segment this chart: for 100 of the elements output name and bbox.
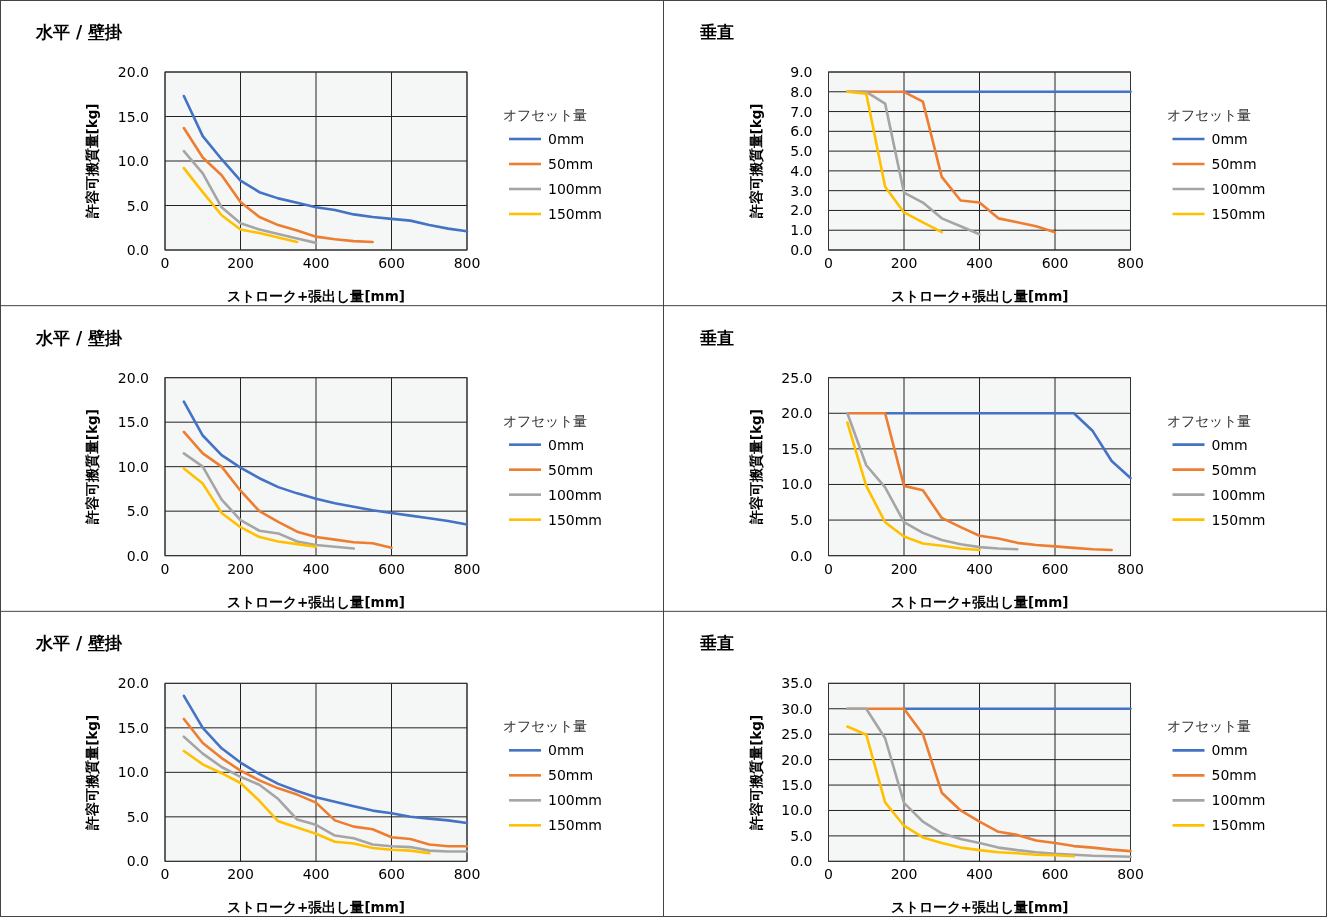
chart-title: 水平 / 壁掛 [35,633,124,654]
x-tick-label: 400 [302,560,330,577]
x-axis-title: ストローク+張出し量[mm] [227,288,405,304]
y-tick-label: 3.0 [790,182,813,199]
x-tick-label: 800 [453,560,481,577]
y-tick-label: 20.0 [117,369,149,386]
x-tick-label: 0 [160,560,170,577]
y-axis-title: 許容可搬質量[kg] [84,409,100,526]
y-tick-label: 9.0 [790,64,813,80]
legend-label: 0mm [1211,742,1248,759]
y-axis-title: 許容可搬質量[kg] [747,714,764,831]
y-tick-label: 10.0 [117,764,149,781]
legend-label: 100mm [548,181,602,197]
x-tick-label: 200 [890,255,918,271]
x-tick-label: 0 [160,866,170,883]
y-tick-label: 0.0 [126,853,149,870]
x-tick-label: 600 [1041,560,1069,577]
legend-title: オフセット量 [1166,718,1251,735]
x-tick-label: 0 [824,560,833,577]
legend-label: 0mm [1211,436,1248,453]
y-tick-label: 0.0 [790,853,813,870]
x-tick-label: 600 [1041,255,1069,271]
legend-label: 0mm [548,742,585,759]
x-tick-label: 800 [453,866,481,883]
chart-title: 垂直 [698,633,734,654]
chart-title: 水平 / 壁掛 [35,22,124,42]
y-tick-label: 10.0 [117,153,149,169]
y-tick-label: 15.0 [117,108,149,125]
legend-label: 150mm [1211,817,1266,834]
legend-title: オフセット量 [503,718,587,735]
x-tick-label: 800 [1117,255,1144,271]
y-axis-title: 許容可搬質量[kg] [84,714,100,831]
legend-label: 150mm [1211,206,1266,222]
legend-label: 150mm [548,206,602,222]
chart-title: 水平 / 壁掛 [35,327,124,348]
chart-title: 垂直 [698,22,734,42]
y-tick-label: 25.0 [781,369,813,386]
legend-label: 50mm [548,156,594,172]
x-tick-label: 0 [824,866,833,883]
y-axis-title: 許容可搬質量[kg] [747,103,764,220]
y-tick-label: 5.0 [790,827,813,844]
y-tick-label: 35.0 [781,675,813,692]
x-tick-label: 400 [302,255,330,271]
legend-label: 50mm [1211,767,1257,784]
legend-label: 50mm [1211,156,1257,172]
y-tick-label: 0.0 [790,242,813,258]
x-tick-label: 0 [160,255,170,271]
y-tick-label: 1.0 [790,222,813,239]
x-tick-label: 400 [966,255,993,271]
x-tick-label: 800 [1117,866,1144,883]
y-tick-label: 0.0 [126,242,149,258]
y-tick-label: 6.0 [790,123,813,140]
y-tick-label: 10.0 [117,458,149,475]
legend-label: 100mm [1211,792,1266,809]
x-axis-title: ストローク+張出し量[mm] [890,593,1069,610]
x-tick-label: 600 [378,255,405,271]
y-tick-label: 30.0 [781,700,813,717]
legend-title: オフセット量 [503,107,587,123]
legend-label: 0mm [548,436,585,453]
legend-label: 100mm [1211,486,1266,503]
y-tick-label: 20.0 [781,405,813,422]
legend-title: オフセット量 [1166,107,1251,123]
legend-label: 150mm [548,817,602,834]
y-tick-label: 10.0 [781,476,813,493]
legend-label: 0mm [1211,131,1248,147]
y-tick-label: 15.0 [781,777,813,794]
y-tick-label: 0.0 [126,547,149,564]
x-tick-label: 200 [227,255,254,271]
y-tick-label: 5.0 [126,197,149,214]
y-tick-label: 5.0 [126,503,149,520]
y-tick-label: 20.0 [117,675,149,692]
legend-title: オフセット量 [503,412,587,429]
x-tick-label: 600 [378,560,405,577]
legend-label: 50mm [548,461,594,478]
x-tick-label: 600 [378,866,405,883]
y-tick-label: 5.0 [126,808,149,825]
x-tick-label: 400 [302,866,330,883]
legend-title: オフセット量 [1166,412,1251,429]
y-tick-label: 4.0 [790,162,813,179]
y-tick-label: 5.0 [790,512,813,529]
x-tick-label: 400 [966,560,993,577]
y-tick-label: 10.0 [781,802,813,819]
x-axis-title: ストローク+張出し量[mm] [890,288,1069,304]
x-tick-label: 800 [453,255,481,271]
legend-label: 100mm [548,486,602,503]
y-tick-label: 7.0 [790,103,813,120]
legend-label: 100mm [1211,181,1266,197]
x-tick-label: 200 [227,866,254,883]
y-tick-label: 15.0 [117,719,149,736]
x-tick-label: 400 [966,866,993,883]
x-axis-title: ストローク+張出し量[mm] [227,593,405,610]
chart-title: 垂直 [698,327,734,348]
x-tick-label: 200 [227,560,254,577]
legend-label: 50mm [548,767,594,784]
y-axis-title: 許容可搬質量[kg] [747,409,764,526]
legend-label: 150mm [1211,511,1266,528]
x-tick-label: 0 [824,255,833,271]
legend-label: 0mm [548,131,585,147]
x-axis-title: ストローク+張出し量[mm] [227,899,405,916]
y-tick-label: 8.0 [790,83,813,100]
